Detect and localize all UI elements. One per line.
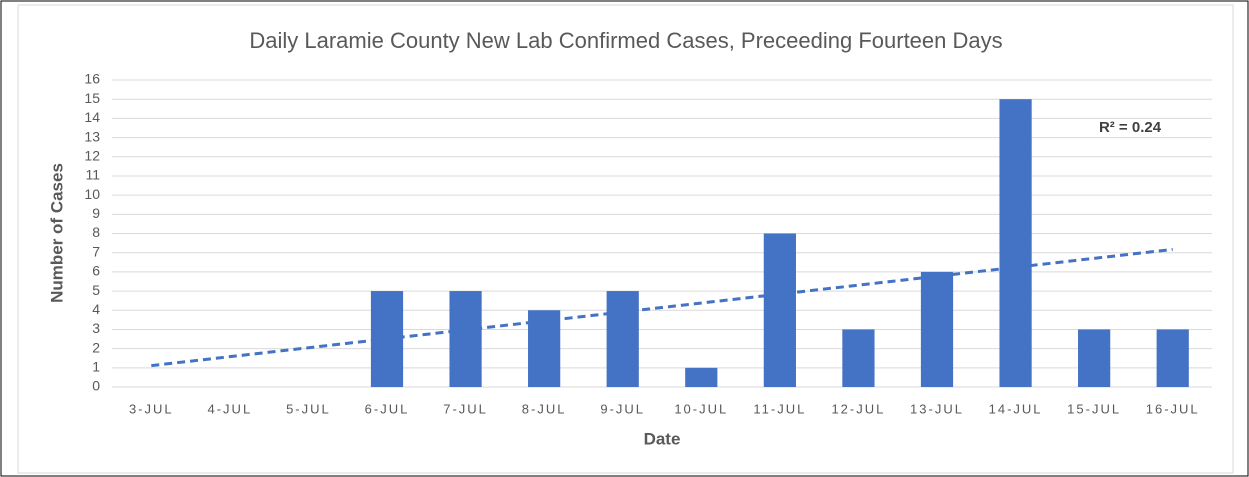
bar bbox=[842, 329, 875, 387]
y-tick-label: 14 bbox=[84, 109, 100, 125]
bar bbox=[685, 367, 718, 387]
x-tick-label: 12-JUL bbox=[831, 401, 885, 416]
x-tick-label: 9-JUL bbox=[600, 401, 645, 416]
bar bbox=[999, 99, 1032, 387]
x-tick-label: 7-JUL bbox=[443, 401, 488, 416]
y-tick-label: 4 bbox=[92, 301, 100, 317]
x-tick-label: 4-JUL bbox=[208, 401, 253, 416]
chart-title: Daily Laramie County New Lab Confirmed C… bbox=[249, 28, 1002, 53]
y-tick-label: 7 bbox=[92, 243, 100, 259]
y-tick-label: 0 bbox=[92, 378, 100, 394]
y-tick-label: 6 bbox=[92, 263, 100, 279]
y-tick-label: 12 bbox=[84, 147, 100, 163]
y-tick-label: 3 bbox=[92, 320, 100, 336]
y-tick-label: 15 bbox=[84, 90, 100, 106]
y-tick-label: 13 bbox=[84, 128, 100, 144]
y-tick-label: 10 bbox=[84, 186, 100, 202]
bar bbox=[763, 233, 796, 387]
x-tick-label: 14-JUL bbox=[989, 401, 1043, 416]
x-tick-label: 10-JUL bbox=[674, 401, 728, 416]
x-tick-label: 11-JUL bbox=[753, 401, 806, 416]
x-tick-label: 6-JUL bbox=[365, 401, 410, 416]
bar bbox=[606, 291, 639, 387]
y-tick-label: 5 bbox=[92, 282, 100, 298]
bar bbox=[1078, 329, 1111, 387]
y-tick-label: 1 bbox=[92, 359, 100, 375]
bar bbox=[1156, 329, 1189, 387]
x-tick-label: 3-JUL bbox=[129, 401, 174, 416]
y-tick-label: 2 bbox=[92, 339, 100, 355]
bar bbox=[920, 271, 954, 387]
x-tick-label: 15-JUL bbox=[1067, 401, 1121, 416]
x-axis-label: Date bbox=[644, 429, 681, 448]
y-axis-label: Number of Cases bbox=[47, 163, 66, 303]
bar bbox=[449, 291, 482, 387]
trendline bbox=[151, 247, 1173, 368]
x-tick-label: 5-JUL bbox=[286, 401, 331, 416]
r-squared: R² = 0.24 bbox=[1099, 119, 1162, 136]
x-tick-label: 13-JUL bbox=[910, 401, 964, 416]
x-tick-label: 8-JUL bbox=[522, 401, 567, 416]
y-tick-label: 16 bbox=[84, 71, 100, 87]
y-tick-label: 8 bbox=[92, 224, 100, 240]
y-tick-label: 11 bbox=[85, 167, 100, 183]
y-tick-label: 9 bbox=[92, 205, 100, 221]
x-tick-label: 16-JUL bbox=[1146, 401, 1200, 416]
